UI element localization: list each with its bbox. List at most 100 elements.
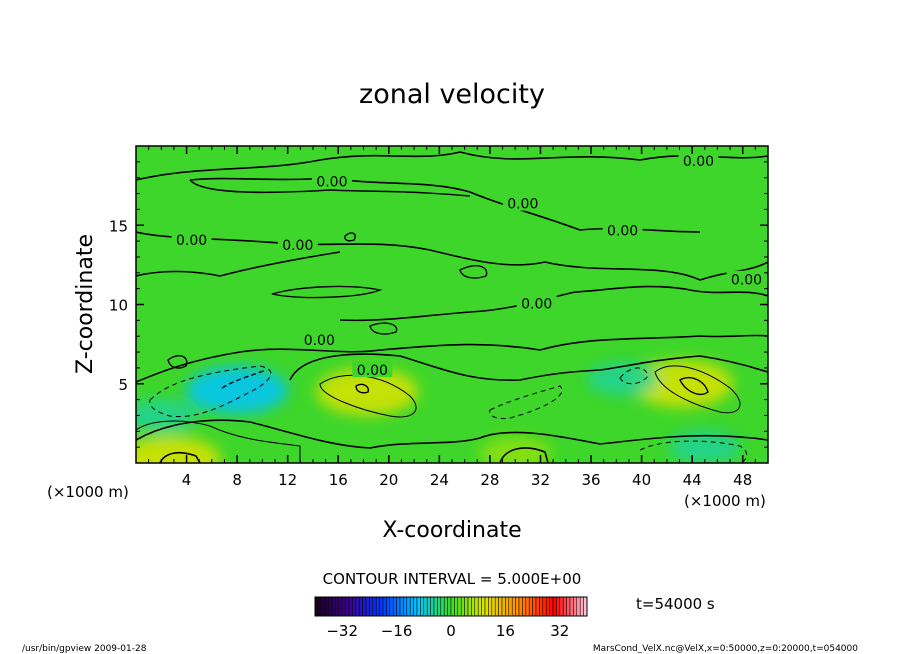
- colorbar-swatch: [545, 596, 550, 617]
- colorbar-swatch: [358, 596, 363, 617]
- contour-line: [136, 334, 768, 383]
- colorbar-tick-label: 16: [496, 622, 515, 640]
- contour-line: [459, 265, 488, 279]
- colorbar-swatch: [426, 596, 431, 617]
- colorbar-swatch: [525, 596, 530, 617]
- x-axis: 4 8 12 16 20 24 28 32 36 40 44 48: [148, 146, 756, 489]
- contour-line: [639, 440, 748, 463]
- colorbar-swatch: [352, 596, 357, 617]
- colorbar-swatch: [355, 596, 360, 617]
- colorbar-swatch: [505, 596, 510, 617]
- contour-label-bg: [311, 172, 352, 189]
- colorbar-swatch: [515, 596, 520, 617]
- velocity-minimum: [586, 362, 659, 396]
- footer-right: MarsCond_VelX.nc@VelX,x=0:50000,z=0:2000…: [593, 644, 858, 654]
- contour-label-bg: [678, 151, 719, 168]
- colorbar-swatch: [562, 596, 567, 617]
- colorbar-swatch: [559, 596, 564, 617]
- x-tick-label: 44: [683, 471, 702, 489]
- colorbar-swatch: [488, 596, 493, 617]
- contour-line: [499, 447, 549, 463]
- contour-line: [136, 231, 768, 281]
- colorbar-swatch: [450, 596, 455, 617]
- x-tick-label: 16: [329, 471, 348, 489]
- y-tick-label: 10: [109, 297, 128, 315]
- colorbar-swatch: [481, 596, 486, 617]
- contour-line: [136, 151, 768, 181]
- contour-line: [136, 419, 768, 449]
- contour-line: [339, 285, 768, 322]
- colorbar-swatch: [539, 596, 544, 617]
- y-tick-label: 5: [118, 376, 128, 394]
- colorbar-swatch: [335, 596, 340, 617]
- colorbar-tick-label: 32: [550, 622, 569, 640]
- colorbar-swatch: [379, 596, 384, 617]
- colorbar-swatch: [348, 596, 353, 617]
- colorbar-swatch: [549, 596, 554, 617]
- contour-label-bg: [299, 330, 340, 347]
- x-unit-left: (×1000 m): [47, 483, 129, 501]
- colorbar-swatch: [511, 596, 516, 617]
- colorbar-swatch: [566, 596, 571, 617]
- contour-label-bg: [726, 270, 767, 287]
- contour-label-bg: [516, 294, 557, 311]
- colorbar-swatch: [477, 596, 482, 617]
- colorbar-swatch: [583, 596, 588, 617]
- colorbar-swatch: [532, 596, 537, 617]
- colorbar-swatch: [341, 596, 346, 617]
- colorbar-swatch: [369, 596, 374, 617]
- x-tick-label: 48: [733, 471, 752, 489]
- colorbar-swatch: [362, 596, 367, 617]
- colorbar-swatch: [430, 596, 435, 617]
- plot-area: 0.00 0.00 0.00 0.00 0.00 0.00 0.00 0.00 0.00 0.00: [135, 145, 769, 464]
- contour-line: [619, 367, 649, 385]
- colorbar-swatch: [447, 596, 452, 617]
- contour-line: [159, 451, 201, 463]
- colorbar-swatch: [416, 596, 421, 617]
- colorbar-swatch: [406, 596, 411, 617]
- y-axis: 5 10 15: [109, 161, 768, 448]
- velocity-minimum: [186, 366, 289, 414]
- y-axis-label: Z-coordinate: [73, 234, 98, 374]
- colorbar-swatch: [579, 596, 584, 617]
- contour-line: [136, 420, 301, 463]
- contour-line: [654, 365, 741, 414]
- colorbar-swatch: [471, 596, 476, 617]
- velocity-minimum: [668, 430, 741, 463]
- footer-left: /usr/bin/gpview 2009-01-28: [22, 644, 147, 654]
- colorbar-swatch: [403, 596, 408, 617]
- colorbar-swatch: [345, 596, 350, 617]
- colorbar-swatch: [522, 596, 527, 617]
- contour-label: 0.00: [521, 297, 552, 313]
- contour-line: [271, 285, 383, 299]
- x-tick-label: 8: [232, 471, 242, 489]
- velocity-maximum: [136, 436, 222, 463]
- colorbar-swatch: [433, 596, 438, 617]
- colorbar-swatch: [318, 596, 323, 617]
- colorbar-swatch: [484, 596, 489, 617]
- colorbar-swatch: [324, 596, 329, 617]
- colorbar-swatch: [535, 596, 540, 617]
- contour-line: [369, 322, 398, 335]
- velocity-maximum: [479, 436, 552, 463]
- colorbar-swatch: [556, 596, 561, 617]
- colorbar-swatch: [573, 596, 578, 617]
- colorbar-swatch: [501, 596, 506, 617]
- contour-label: 0.00: [176, 233, 207, 249]
- contour-line: [344, 232, 356, 242]
- colorbar: [314, 596, 588, 617]
- colorbar-swatch: [423, 596, 428, 617]
- colorbar-swatch: [464, 596, 469, 617]
- contour-label: 0.00: [316, 174, 347, 190]
- x-tick-label: 12: [278, 471, 297, 489]
- x-axis-label: X-coordinate: [382, 518, 521, 543]
- colorbar-swatch: [375, 596, 380, 617]
- colorbar-swatch: [314, 596, 319, 617]
- colorbar-swatch: [552, 596, 557, 617]
- time-text: t=54000 s: [636, 595, 715, 613]
- contour-label: 0.00: [304, 333, 335, 349]
- contour-line: [149, 365, 272, 418]
- contour-line: [189, 179, 471, 197]
- colorbar-tick-label: −16: [381, 622, 413, 640]
